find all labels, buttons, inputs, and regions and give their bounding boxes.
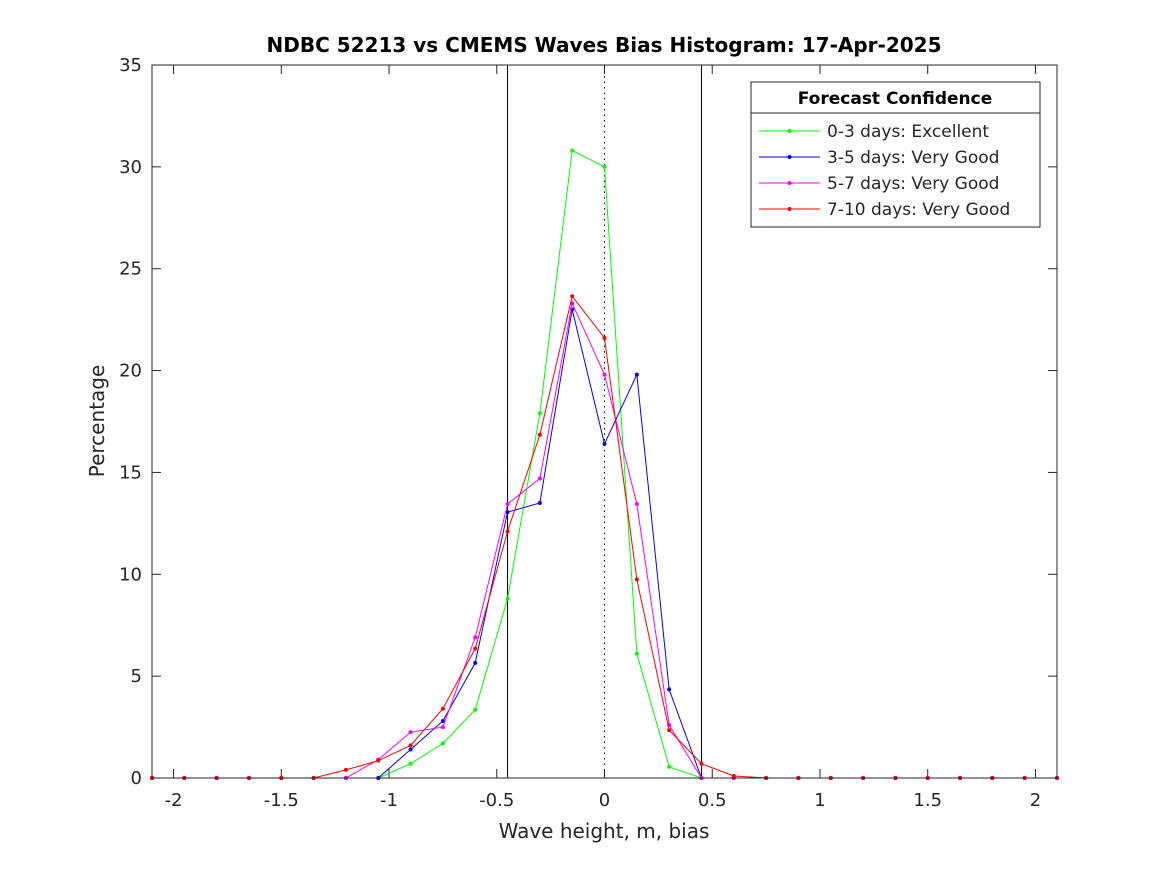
data-point [537,432,542,437]
x-axis-ticks: -2 -1.5 -1 -0.5 0 0.5 1 1.5 2 [165,65,1041,811]
y-axis-ticks: 0 5 10 15 20 25 30 35 [119,55,1057,789]
data-point [408,743,413,748]
data-point [634,651,639,656]
legend-label: 0-3 days: Excellent [827,122,989,142]
x-tick-label: 2 [1030,790,1041,811]
data-point [570,294,575,299]
data-point [440,718,445,723]
legend-item: 5-7 days: Very Good [759,174,999,194]
data-point [537,411,542,416]
legend-swatch-marker [787,129,792,133]
data-point [440,706,445,711]
x-tick-label: 0.5 [698,790,727,811]
legend-item: 0-3 days: Excellent [759,122,989,142]
y-tick-label: 20 [119,361,142,382]
legend-title: Forecast Confidence [798,89,993,109]
x-tick-label: 1 [814,790,825,811]
y-tick-label: 5 [131,666,142,687]
data-point [537,476,542,481]
data-point [699,761,704,766]
data-point [408,730,413,735]
data-point [602,335,607,340]
data-point [634,577,639,582]
data-point [473,646,478,651]
data-point [537,500,542,505]
legend-label: 3-5 days: Very Good [827,148,999,168]
legend-item: 7-10 days: Very Good [759,200,1010,220]
y-tick-label: 25 [119,259,142,280]
chart-title: NDBC 52213 vs CMEMS Waves Bias Histogram… [267,33,942,57]
legend-item: 3-5 days: Very Good [759,148,999,168]
legend-label: 7-10 days: Very Good [827,200,1010,220]
data-point [667,764,672,769]
reference-lines [507,65,702,778]
data-point [505,529,510,534]
legend-swatch-marker [787,155,792,159]
data-point [408,747,413,752]
x-axis-label: Wave height, m, bias [499,819,710,843]
x-tick-label: -0.5 [479,790,514,811]
data-point [473,635,478,640]
data-point [602,441,607,446]
data-point [731,773,736,778]
data-point [408,761,413,766]
x-tick-label: 1.5 [913,790,942,811]
data-point [602,164,607,169]
data-point [440,725,445,730]
y-tick-label: 10 [119,564,142,585]
y-axis-label: Percentage [85,365,109,478]
data-point [667,687,672,692]
x-tick-label: -1 [380,790,398,811]
plot-frame [151,64,1058,779]
data-point [505,502,510,507]
data-point [376,758,381,763]
x-tick-label: -1.5 [264,790,299,811]
data-point [505,596,510,601]
data-point [473,660,478,665]
data-point [602,372,607,377]
legend-items: 0-3 days: Excellent 3-5 days: Very Good 5-… [759,122,1010,220]
y-tick-label: 35 [119,55,142,76]
x-tick-label: -2 [165,790,183,811]
legend-box [750,81,1041,228]
data-point [505,510,510,515]
data-point [634,502,639,507]
y-tick-label: 30 [119,157,142,178]
y-tick-label: 0 [131,768,142,789]
legend-label: 5-7 days: Very Good [827,174,999,194]
legend-swatch-marker [787,207,792,211]
legend: Forecast Confidence 0-3 days: Excellent 3… [750,81,1041,228]
data-point [634,372,639,377]
x-tick-label: 0 [599,790,610,811]
data-point [473,707,478,712]
data-point [343,767,348,772]
data-point [440,741,445,746]
data-point [570,148,575,153]
data-point [667,728,672,733]
legend-swatch-marker [787,181,792,185]
y-tick-label: 15 [119,462,142,483]
